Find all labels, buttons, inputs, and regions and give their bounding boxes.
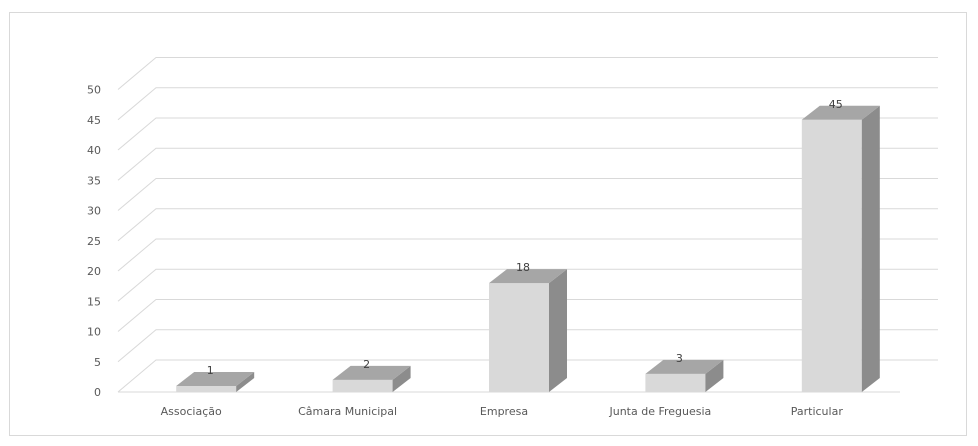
bar-top [489,269,567,284]
x-tick-label: Junta de Freguesia [608,405,711,418]
y-tick-label: 15 [87,295,101,308]
y-tick-label: 35 [87,174,101,187]
bar-front [801,119,862,392]
gridline [117,268,938,302]
bar-front [176,385,237,392]
gridline [117,87,938,121]
bar-top [332,365,411,380]
bar-top [176,371,255,386]
bar-side [549,269,567,392]
gridline [117,238,938,272]
x-tick-label: Associação [161,405,222,418]
y-tick-label: 40 [87,144,101,157]
gridline [117,147,938,181]
gridline [117,208,938,242]
gridline [117,117,938,151]
bar-front [489,283,549,392]
bar-side [861,105,880,392]
x-tick-label: Empresa [480,405,528,418]
bar-side [705,359,724,392]
data-label: 45 [829,98,843,111]
y-tick-label: 25 [87,235,101,248]
data-label: 3 [676,352,683,365]
bar [645,359,724,392]
bar [801,105,880,392]
bar-front [645,373,706,392]
y-tick-label: 5 [94,356,101,369]
y-tick-label: 10 [87,326,101,339]
bar [332,365,411,392]
bar-top [645,359,724,374]
x-tick-label: Câmara Municipal [298,405,397,418]
data-label: 2 [363,358,370,371]
bar [176,371,255,392]
bar [489,269,567,392]
bar-front [332,379,393,392]
gridline [117,299,938,332]
y-tick-label: 20 [87,265,101,278]
y-tick-label: 30 [87,205,101,218]
bar-side [392,365,411,392]
bar-top [801,105,880,120]
y-tick-label: 0 [94,386,101,399]
data-label: 18 [516,261,530,274]
bar-side [236,371,255,392]
gridline [117,329,938,363]
gridline [117,178,938,211]
y-tick-label: 45 [87,114,101,127]
x-tick-label: Particular [791,405,844,418]
data-label: 1 [207,364,214,377]
gridline [117,57,938,90]
y-tick-label: 50 [87,84,101,97]
